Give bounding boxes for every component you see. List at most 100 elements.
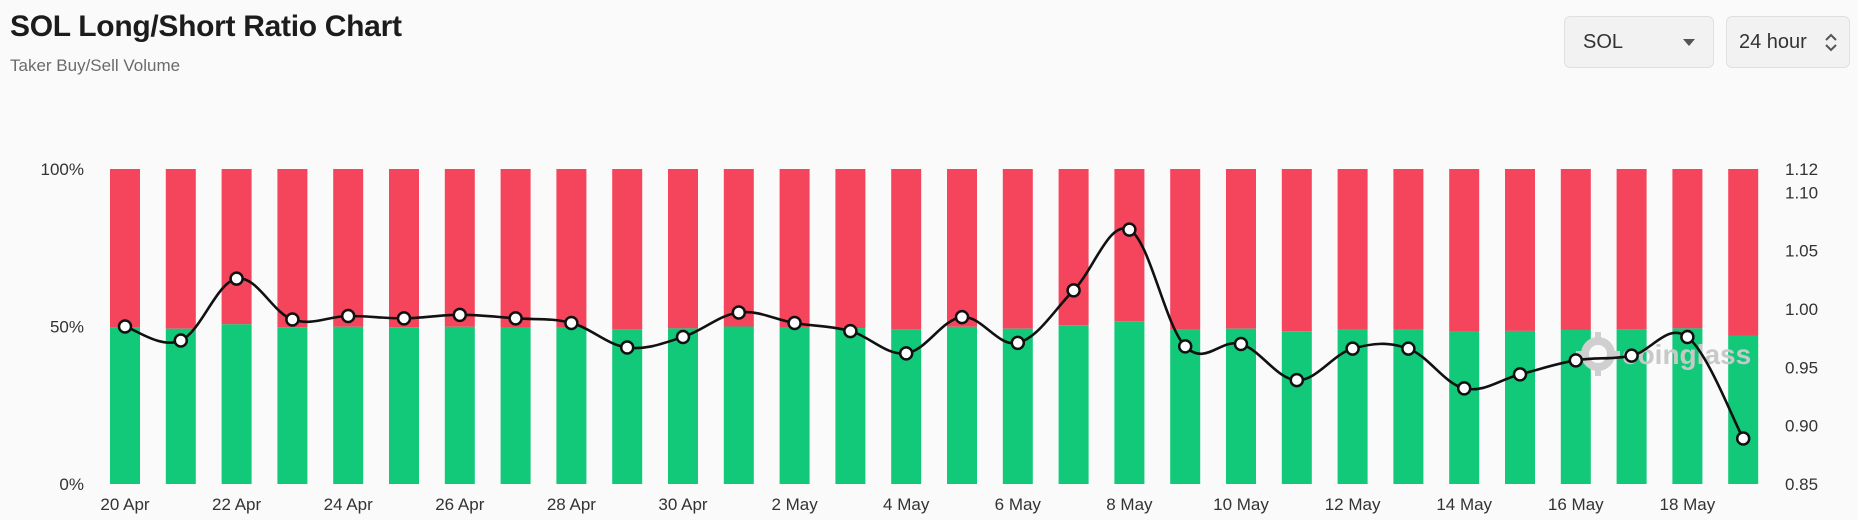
long-bar [1002, 328, 1033, 484]
long-bar [1449, 331, 1480, 484]
x-axis-tick-label: 6 May [995, 495, 1042, 514]
page-subtitle: Taker Buy/Sell Volume [10, 56, 181, 75]
interval-select[interactable]: 24 hour [1726, 16, 1850, 68]
coin-select-value: SOL [1583, 30, 1624, 53]
long-bar [277, 327, 308, 484]
short-bar [891, 169, 922, 330]
short-bar [1560, 169, 1591, 330]
ratio-point [843, 323, 858, 339]
long-bar [556, 327, 587, 484]
short-bar [947, 169, 977, 327]
long-bar [1058, 325, 1089, 484]
short-bar [1616, 169, 1647, 330]
ratio-point [954, 309, 970, 325]
chevron-down-icon [1683, 38, 1695, 46]
short-bar [1337, 169, 1368, 330]
ratio-point [508, 311, 523, 326]
left-axis-tick-label: 100% [41, 160, 84, 179]
long-bar [1114, 321, 1145, 484]
short-bar [1728, 169, 1759, 336]
ratio-point [1401, 341, 1416, 356]
ratio-point [619, 340, 635, 355]
short-bar [165, 169, 196, 329]
x-axis-tick-label: 4 May [883, 495, 930, 514]
short-bar [500, 169, 531, 328]
ratio-point [396, 311, 412, 326]
ratio-point [1066, 283, 1081, 298]
short-bar [277, 169, 308, 328]
long-bar [668, 328, 698, 484]
short-bar [1281, 169, 1312, 332]
long-bar [444, 326, 475, 484]
short-bar [221, 169, 252, 325]
long-bar [165, 328, 196, 484]
short-bar [779, 169, 810, 328]
ratio-point [1735, 431, 1751, 446]
long-bar [1226, 328, 1256, 484]
ratio-point [1177, 339, 1193, 354]
short-bar [1505, 169, 1535, 331]
right-axis-tick-label: 1.05 [1785, 242, 1818, 261]
watermark: coinglass [1576, 332, 1751, 376]
short-bar [835, 169, 866, 329]
long-bar [947, 326, 977, 484]
long-bar [779, 327, 810, 484]
ratio-point [1568, 353, 1584, 368]
ratio-point [452, 307, 468, 323]
x-axis-tick-label: 28 Apr [547, 495, 596, 514]
x-axis-tick-label: 12 May [1325, 495, 1381, 514]
ratio-point [1680, 329, 1695, 345]
long-bar [221, 324, 252, 484]
x-axis-tick-label: 8 May [1106, 495, 1153, 514]
short-bar [668, 169, 698, 329]
page-title: SOL Long/Short Ratio Chart [10, 10, 402, 43]
short-bar [333, 169, 364, 327]
ratio-point [1345, 341, 1360, 356]
short-bar [1058, 169, 1089, 326]
left-axis-tick-label: 0% [59, 475, 84, 494]
ratio-point [787, 315, 802, 331]
right-axis-tick-label: 0.95 [1785, 358, 1818, 377]
interval-select-value: 24 hour [1739, 30, 1807, 53]
long-bar [1728, 335, 1759, 484]
x-axis-tick-label: 10 May [1213, 495, 1269, 514]
x-axis-tick-label: 30 Apr [658, 495, 707, 514]
x-axis-tick-label: 18 May [1660, 495, 1716, 514]
short-bar [1114, 169, 1145, 322]
x-axis-tick-label: 16 May [1548, 495, 1604, 514]
long-bar [500, 327, 531, 484]
right-axis-tick-label: 1.10 [1785, 183, 1818, 202]
right-axis-tick-label: 1.12 [1785, 160, 1818, 179]
short-bar [389, 169, 419, 328]
x-axis-tick-label: 24 Apr [324, 495, 373, 514]
long-bar [1281, 331, 1312, 484]
ratio-point [1289, 372, 1305, 388]
ratio-point [1512, 367, 1528, 382]
ratio-line [124, 227, 1745, 440]
right-axis-tick-label: 0.85 [1785, 475, 1818, 494]
short-bar [1449, 169, 1480, 332]
short-bar [1672, 169, 1703, 329]
ratio-point [675, 329, 691, 345]
up-down-chevron-icon [1825, 33, 1837, 52]
short-bar [1393, 169, 1424, 330]
x-axis-tick-label: 20 Apr [100, 495, 149, 514]
long-bar [110, 327, 140, 484]
x-axis-tick-label: 22 Apr [212, 495, 261, 514]
ratio-point [564, 315, 579, 331]
ratio-point [1122, 222, 1137, 237]
ratio-point [731, 305, 747, 320]
x-axis-tick-label: 26 Apr [435, 495, 484, 514]
x-axis-tick-label: 2 May [771, 495, 818, 514]
left-axis-tick-label: 50% [50, 318, 84, 337]
short-bar [556, 169, 587, 328]
short-bar [444, 169, 475, 327]
short-bar [1226, 169, 1256, 329]
long-bar [1170, 329, 1201, 484]
short-bar [1002, 169, 1033, 329]
coin-select[interactable]: SOL [1564, 16, 1714, 68]
ratio-point [285, 312, 300, 327]
long-bar [389, 327, 419, 484]
long-bar [333, 326, 364, 484]
